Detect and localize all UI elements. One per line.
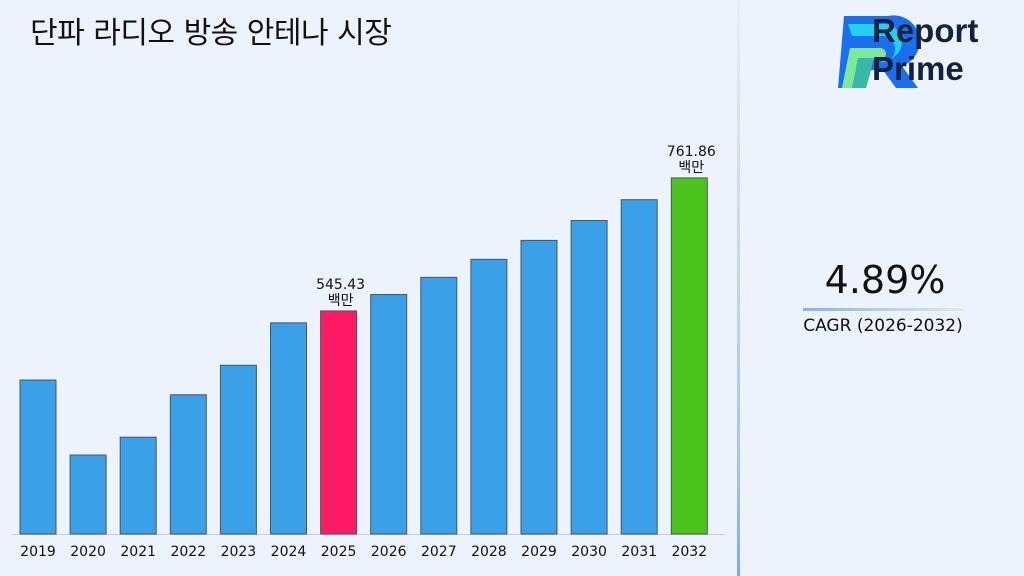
- bar-2030: [570, 220, 608, 535]
- bar-2024: [270, 322, 307, 535]
- report-prime-logo: [838, 15, 920, 88]
- bar-2026: [370, 294, 408, 535]
- bar-chart: 2019 2020 2021 2022 2023 2024 2025545.43백만2026…: [12, 144, 725, 560]
- chart-title: 단파 라디오 방송 안테나 시장: [30, 16, 392, 51]
- x-tick-label: 2028: [471, 544, 507, 560]
- cagr-label: CAGR (2026-2032): [803, 316, 963, 336]
- cagr-value: 4.89%: [824, 258, 946, 302]
- x-tick-label: 2023: [221, 544, 257, 560]
- bar-2028: [470, 258, 508, 535]
- data-label-value: 761.86: [667, 144, 716, 160]
- brand-name-line2: Prime: [872, 50, 964, 87]
- data-label-unit: 백만: [678, 160, 704, 176]
- data-label-unit: 백만: [328, 293, 354, 309]
- brand-name-line1: Report: [872, 12, 979, 49]
- bar-2023: [219, 364, 257, 535]
- bar-2019: [19, 379, 57, 535]
- bar-2025: [320, 310, 358, 535]
- bar-2031: [620, 199, 658, 535]
- x-tick-label: 2030: [571, 544, 607, 560]
- x-tick-label: 2027: [421, 544, 457, 560]
- data-label-value: 545.43: [316, 277, 365, 293]
- cagr-underline: [803, 308, 963, 311]
- x-tick-label: 2031: [621, 544, 657, 560]
- x-tick-label: 2029: [521, 544, 557, 560]
- brand-name: Report Prime: [872, 12, 978, 88]
- bar-2022: [169, 394, 207, 535]
- x-tick-label: 2020: [70, 544, 106, 560]
- bar-2020: [69, 454, 107, 535]
- x-tick-label: 2022: [170, 544, 206, 560]
- x-tick-label: 2026: [371, 544, 407, 560]
- x-tick-label: 2021: [120, 544, 156, 560]
- divider: [737, 0, 740, 576]
- bar-2032: [670, 177, 708, 535]
- x-tick-label: 2019: [20, 544, 56, 560]
- x-tick-label: 2024: [271, 544, 307, 560]
- x-tick-label: 2025: [321, 544, 357, 560]
- x-tick-label: 2032: [671, 544, 707, 560]
- bar-2021: [119, 436, 157, 535]
- bar-2027: [420, 276, 458, 535]
- bar-2029: [520, 239, 558, 535]
